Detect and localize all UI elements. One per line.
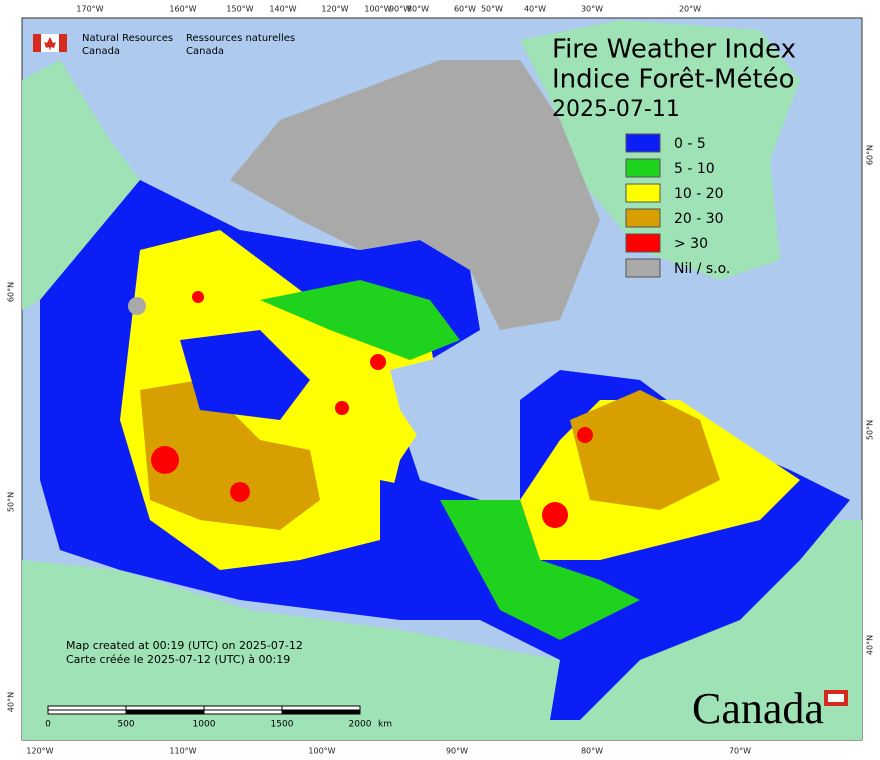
scale-label: 1500 <box>271 720 294 730</box>
hotspot <box>151 446 179 474</box>
fwi-zone <box>180 330 310 420</box>
agency-en-country: Canada <box>82 46 120 57</box>
scale-segment <box>203 705 283 711</box>
hotspot <box>230 482 250 502</box>
graticule-label: 80°W <box>581 747 603 756</box>
fwi-zone <box>260 280 460 360</box>
hudson-bay <box>390 350 520 480</box>
graticule-label: 60°N <box>7 282 16 302</box>
scale-bar: 0 500 1000 1500 2000 km <box>45 705 392 730</box>
wordmark-flag <box>824 690 848 706</box>
legend-swatch <box>625 183 661 203</box>
legend-swatch <box>625 158 661 178</box>
scale-label: 500 <box>117 720 134 730</box>
scale-unit: km <box>378 720 392 730</box>
graticule-label: 50°W <box>481 5 503 14</box>
scale-label: 2000 <box>349 720 372 730</box>
graticule: 170°W 160°W 150°W 140°W 120°W 100°W90°W80°W 60… <box>7 5 875 756</box>
usa <box>22 520 862 740</box>
graticule-label: 70°W <box>729 747 751 756</box>
alaska <box>22 60 140 310</box>
date: 2025-07-11 <box>552 97 680 122</box>
graticule-label: 30°W <box>581 5 603 14</box>
scale-segment <box>47 709 127 715</box>
legend-swatch <box>625 233 661 253</box>
hotspot <box>370 354 386 370</box>
note-fr: Carte créée le 2025-07-12 (UTC) à 00:19 <box>66 653 290 666</box>
graticule-label: 20°W <box>679 5 701 14</box>
flag-bar <box>59 34 67 52</box>
graticule-label: 90°W <box>446 747 468 756</box>
legend-swatch <box>625 133 661 153</box>
title: Fire Weather Index <box>552 35 796 65</box>
graticule-label: 50°N <box>866 420 875 440</box>
title-fr: Indice Forêt-Météo <box>552 65 795 95</box>
legend-label: > 30 <box>674 236 708 252</box>
hotspot <box>542 502 568 528</box>
agency-fr: Ressources naturelles <box>186 33 295 44</box>
graticule-label: 100°W <box>308 747 335 756</box>
scale-segment <box>281 709 361 715</box>
graticule-label: 40°N <box>866 635 875 655</box>
graticule-label: 60°W <box>454 5 476 14</box>
flag-bar <box>33 34 41 52</box>
legend: 0 - 5 5 - 10 10 - 20 20 - 30 > 30 Nil / s.o. <box>625 133 730 278</box>
agency-fr-country: Canada <box>186 46 224 57</box>
graticule-label: 80°W <box>407 5 429 14</box>
fwi-hotspots <box>151 291 593 528</box>
graticule-label: 40°W <box>524 5 546 14</box>
scale-segment <box>281 705 361 711</box>
scale-segment <box>125 705 205 711</box>
agency-en: Natural Resources <box>82 33 173 44</box>
nil-area <box>128 297 146 315</box>
graticule-label: 150°W <box>226 5 253 14</box>
graticule-label: 60°N <box>866 145 875 165</box>
legend-label: 5 - 10 <box>674 161 715 177</box>
wordmark: Canada <box>692 684 824 733</box>
fwi-zone <box>140 380 320 530</box>
graticule-label: 120°W <box>26 747 53 756</box>
scale-label: 1000 <box>193 720 216 730</box>
graticule-label: 160°W <box>169 5 196 14</box>
scale-label: 0 <box>45 720 51 730</box>
scale-segment <box>203 709 283 715</box>
graticule-label: 100°W <box>364 5 391 14</box>
note-en: Map created at 00:19 (UTC) on 2025-07-12 <box>66 639 303 652</box>
graticule-label: 40°N <box>7 692 16 712</box>
legend-label: Nil / s.o. <box>674 261 730 277</box>
fwi-zone <box>570 390 720 510</box>
graticule-label: 120°W <box>321 5 348 14</box>
scale-segment <box>125 709 205 715</box>
legend-swatch <box>625 208 661 228</box>
scale-segment <box>47 705 127 711</box>
maple-leaf <box>44 37 56 51</box>
graticule-label: 50°N <box>7 492 16 512</box>
legend-label: 0 - 5 <box>674 136 706 152</box>
hotspot <box>577 427 593 443</box>
legend-label: 10 - 20 <box>674 186 724 202</box>
hotspot <box>335 401 349 415</box>
legend-label: 20 - 30 <box>674 211 724 227</box>
graticule-label: 110°W <box>169 747 196 756</box>
graticule-label: 90°W <box>389 5 411 14</box>
graticule-label: 170°W <box>76 5 103 14</box>
arctic-islands <box>230 60 600 330</box>
legend-swatch <box>625 258 661 278</box>
fwi-zone <box>440 500 640 640</box>
hotspot <box>192 291 204 303</box>
graticule-label: 140°W <box>269 5 296 14</box>
